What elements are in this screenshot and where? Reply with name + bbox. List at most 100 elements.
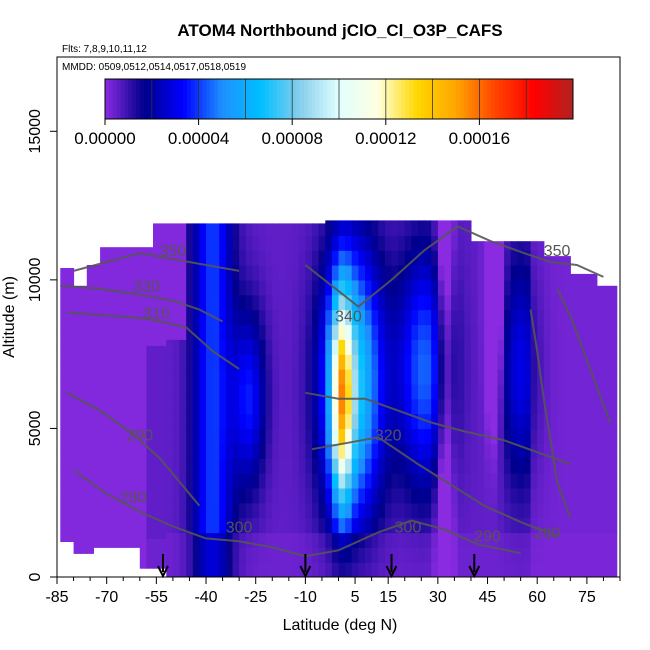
heatmap-cell [312,473,320,489]
heatmap-cell [596,294,604,311]
heatmap-cell [245,309,253,326]
heatmap-cell [471,443,479,459]
heatmap-cell [431,413,439,430]
heatmap-cell [272,547,280,563]
heatmap-cell [285,428,293,444]
heatmap-cell [139,538,147,554]
heatmap-cell [537,241,545,251]
heatmap-cell [351,413,359,430]
heatmap-cell [139,247,147,257]
colorbar-segment [522,79,527,119]
heatmap-cell [146,493,154,510]
heatmap-cell [524,398,532,415]
heatmap-cell [431,517,439,534]
colorbar-segment [420,79,426,119]
heatmap-cell [570,309,578,326]
heatmap-cell [451,458,459,474]
heatmap-cell [272,562,280,577]
heatmap-cell [66,422,75,438]
heatmap-cell [113,398,121,415]
heatmap-cell [610,354,618,370]
heatmap-cell [537,354,545,370]
heatmap-cell [159,223,167,227]
colorbar-segment [128,79,133,119]
heatmap-cell [411,487,419,504]
colorbar-segment [229,79,235,119]
heatmap-cell [490,458,498,474]
heatmap-cell [570,562,578,577]
heatmap-cell [471,294,479,311]
heatmap-cell [464,279,472,296]
heatmap-cell [517,279,525,296]
heatmap-cell [517,354,525,370]
heatmap-cell [398,235,406,251]
heatmap-cell [66,392,75,409]
heatmap-cell [457,517,465,534]
heatmap-cell [179,354,187,370]
heatmap-cell [404,532,412,548]
heatmap-cell [318,250,326,266]
heatmap-cell [530,502,538,519]
heatmap-cell [199,265,207,281]
heatmap-cell [490,517,498,534]
heatmap-cell [179,324,187,340]
heatmap-cell [345,279,353,296]
heatmap-cell [570,398,578,415]
heatmap-cell [100,458,108,474]
heatmap-cell [318,517,326,534]
heatmap-cell [113,443,121,459]
heatmap-cell [484,383,492,400]
heatmap-cell [186,354,194,370]
heatmap-cell [444,279,452,296]
heatmap-cell [550,339,558,355]
y-tick-label: 0 [27,572,44,581]
heatmap-cell [457,458,465,474]
heatmap-cell [298,473,306,489]
heatmap-cell [325,428,333,444]
heatmap-cell [278,502,287,519]
heatmap-cell [100,324,108,340]
heatmap-cell [603,473,611,489]
heatmap-cell [484,398,492,415]
heatmap-cell [93,324,101,340]
colorbar-segment [315,79,320,119]
heatmap-cell [199,223,207,236]
heatmap-cell [206,235,214,251]
heatmap-cell [424,532,432,548]
heatmap-cell [384,279,393,296]
heatmap-cell [524,354,532,370]
colorbar-segment [444,79,449,119]
colorbar-segment [245,79,250,119]
heatmap-cell [245,517,253,534]
heatmap-cell [212,250,220,266]
heatmap-cell [610,532,618,548]
heatmap-cell [265,279,273,296]
heatmap-cell [86,523,94,539]
heatmap-cell [484,547,492,563]
heatmap-cell [570,413,578,430]
heatmap-cell [603,354,611,370]
heatmap-cell [172,487,181,504]
heatmap-cell [391,547,399,563]
heatmap-cell [252,428,260,444]
heatmap-cell [451,547,459,563]
heatmap-cell [404,473,412,489]
heatmap-cell [312,309,320,326]
heatmap-cell [431,473,439,489]
heatmap-cell [272,502,280,519]
colorbar-segment [300,79,305,119]
heatmap-cell [484,265,492,281]
x-tick-label: 30 [429,589,447,606]
heatmap-cell [219,428,227,444]
heatmap-cell [100,398,108,415]
heatmap-cell [576,294,585,311]
heatmap-cell [212,443,220,459]
heatmap-cell [610,487,618,504]
heatmap-cell [172,502,181,519]
heatmap-cell [80,404,88,421]
heatmap-cell [153,315,161,331]
heatmap-cell [73,508,81,525]
heatmap-cell [477,294,485,311]
heatmap-cell [497,562,505,577]
